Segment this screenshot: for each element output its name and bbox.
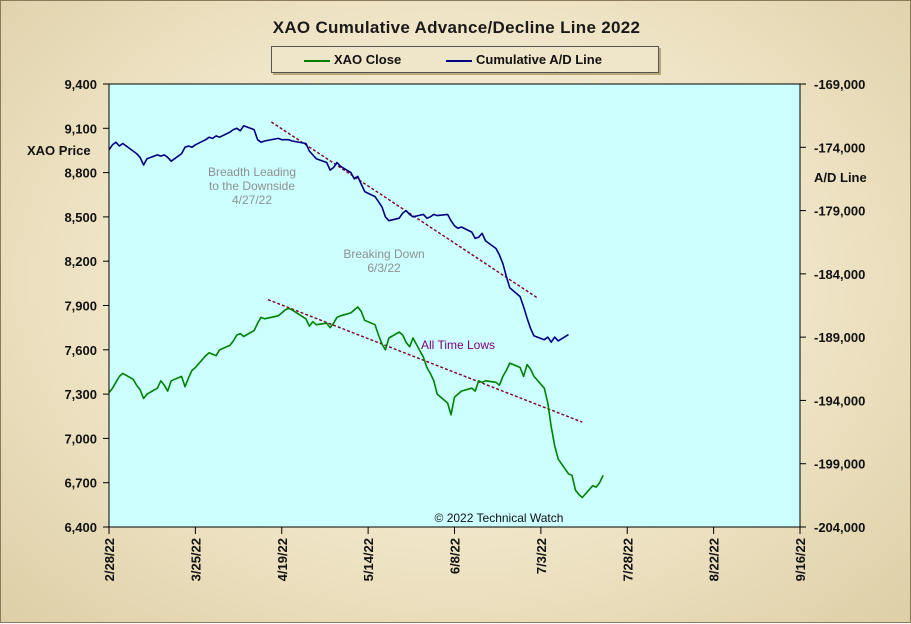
x-tick-label: 6/8/22	[448, 538, 463, 574]
left-tick-label: 7,300	[64, 387, 97, 402]
right-tick-label: -169,000	[814, 77, 865, 92]
x-tick-label: 7/28/22	[620, 538, 635, 581]
left-tick-label: 9,100	[64, 121, 97, 136]
trendline-ad	[270, 121, 538, 299]
chart-title: XAO Cumulative Advance/Decline Line 2022	[272, 18, 641, 37]
left-axis-title: XAO Price	[27, 143, 91, 158]
left-tick-label: 8,200	[64, 254, 97, 269]
left-tick-label: 8,500	[64, 210, 97, 225]
right-tick-label: -184,000	[814, 267, 865, 282]
legend-label-xao-close: XAO Close	[334, 52, 402, 67]
trendline-xao	[267, 298, 583, 423]
right-tick-label: -194,000	[814, 393, 865, 408]
legend-item-ad-line: Cumulative A/D Line	[446, 52, 602, 67]
right-tick-label: -189,000	[814, 330, 865, 345]
axes: 6,400 6,700 7,000 7,300 7,600 7,900 8,200 8,500…	[27, 77, 867, 581]
annotation-breadth-leading-line: 4/27/22	[232, 193, 272, 207]
annotation-breaking-down-line: 6/3/22	[367, 261, 401, 275]
xao-close-line	[108, 306, 604, 499]
x-tick-label: 3/25/22	[188, 538, 203, 581]
x-tick-label: 5/14/22	[361, 538, 376, 581]
annotation-breaking-down-line: Breaking Down	[343, 247, 424, 261]
x-tick-label: 4/19/22	[275, 538, 290, 581]
left-tick-label: 7,000	[64, 431, 97, 446]
annotation-breadth-leading-line: to the Downside	[209, 179, 295, 193]
right-tick-label: -204,000	[814, 520, 865, 535]
trendlines	[267, 121, 583, 423]
legend-swatch-xao	[304, 59, 330, 62]
plot-area	[109, 84, 800, 527]
right-tick-label: -199,000	[814, 457, 865, 472]
left-tick-label: 7,900	[64, 299, 97, 314]
legend-swatch-ad	[446, 59, 472, 62]
annotation-breadth-leading-line: Breadth Leading	[208, 165, 296, 179]
copyright-text-line: © 2022 Technical Watch	[435, 511, 564, 525]
left-tick-label: 9,400	[64, 77, 97, 92]
right-tick-label: -179,000	[814, 204, 865, 219]
cumulative-ad-line	[108, 125, 569, 344]
legend: XAO Close Cumulative A/D Line	[271, 46, 659, 73]
right-axis-title: A/D Line	[814, 170, 867, 185]
left-tick-label: 6,400	[64, 520, 97, 535]
series-lines	[108, 125, 604, 499]
legend-label-ad-line: Cumulative A/D Line	[476, 52, 602, 67]
legend-item-xao-close: XAO Close	[304, 52, 401, 67]
x-tick-label: 9/16/22	[793, 538, 808, 581]
x-tick-label: 8/22/22	[707, 538, 722, 581]
right-tick-label: -174,000	[814, 140, 865, 155]
left-tick-label: 8,800	[64, 166, 97, 181]
left-tick-label: 7,600	[64, 343, 97, 358]
x-tick-label: 7/3/22	[534, 538, 549, 574]
annotation-all-time-lows-line: All Time Lows	[421, 338, 495, 352]
left-tick-label: 6,700	[64, 476, 97, 491]
x-tick-label: 2/28/22	[102, 538, 117, 581]
